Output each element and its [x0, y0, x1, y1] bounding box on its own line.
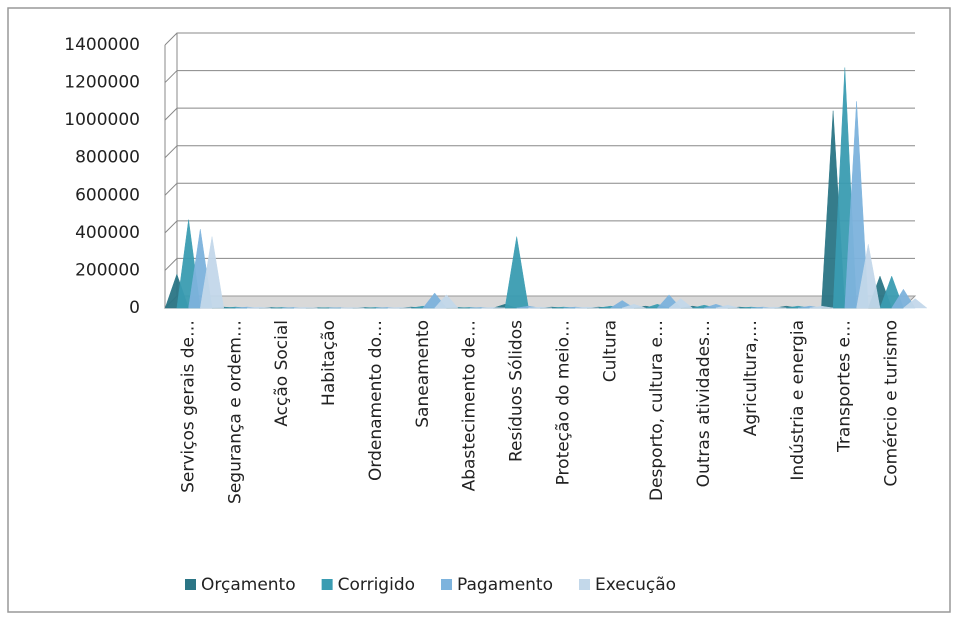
legend-swatch	[322, 579, 333, 590]
x-tick-label: Acção Social	[272, 320, 292, 427]
y-tick-label: 600000	[75, 185, 140, 205]
x-tick-label: Resíduos Sólidos	[507, 320, 527, 462]
x-tick-label: Outras atividades…	[694, 320, 714, 487]
x-tick-label: Segurança e ordem…	[225, 320, 245, 504]
x-tick-label: Habitação	[319, 320, 339, 406]
legend-swatch	[579, 579, 590, 590]
x-tick-label: Transportes e…	[835, 320, 855, 453]
x-tick-label: Agricultura,…	[741, 320, 761, 436]
x-tick-label: Abastecimento de…	[460, 320, 480, 491]
x-tick-label: Indústria e energia	[788, 320, 808, 481]
x-tick-label: Desporto, cultura e…	[647, 320, 667, 501]
y-tick-label: 200000	[75, 260, 140, 280]
y-tick-label: 0	[129, 298, 140, 318]
y-tick-label: 400000	[75, 223, 140, 243]
legend-label: Orçamento	[201, 575, 296, 595]
legend-label: Execução	[595, 575, 676, 595]
x-tick-label: Comércio e turismo	[882, 320, 902, 487]
x-tick-label: Saneamento	[413, 320, 433, 428]
legend-label: Pagamento	[457, 575, 553, 595]
x-tick-label: Ordenamento do…	[366, 320, 386, 481]
legend-swatch	[185, 579, 196, 590]
x-tick-label: Proteção do meio…	[553, 320, 573, 485]
legend-swatch	[441, 579, 452, 590]
y-tick-label: 800000	[75, 148, 140, 168]
chart-border	[8, 8, 950, 612]
legend-label: Corrigido	[338, 575, 415, 595]
y-tick-label: 1000000	[64, 110, 140, 130]
y-tick-label: 1400000	[64, 35, 140, 55]
x-tick-label: Cultura	[600, 320, 620, 382]
y-tick-label: 1200000	[64, 73, 140, 93]
floor	[165, 296, 915, 308]
x-tick-label: Serviços gerais de…	[178, 320, 198, 493]
